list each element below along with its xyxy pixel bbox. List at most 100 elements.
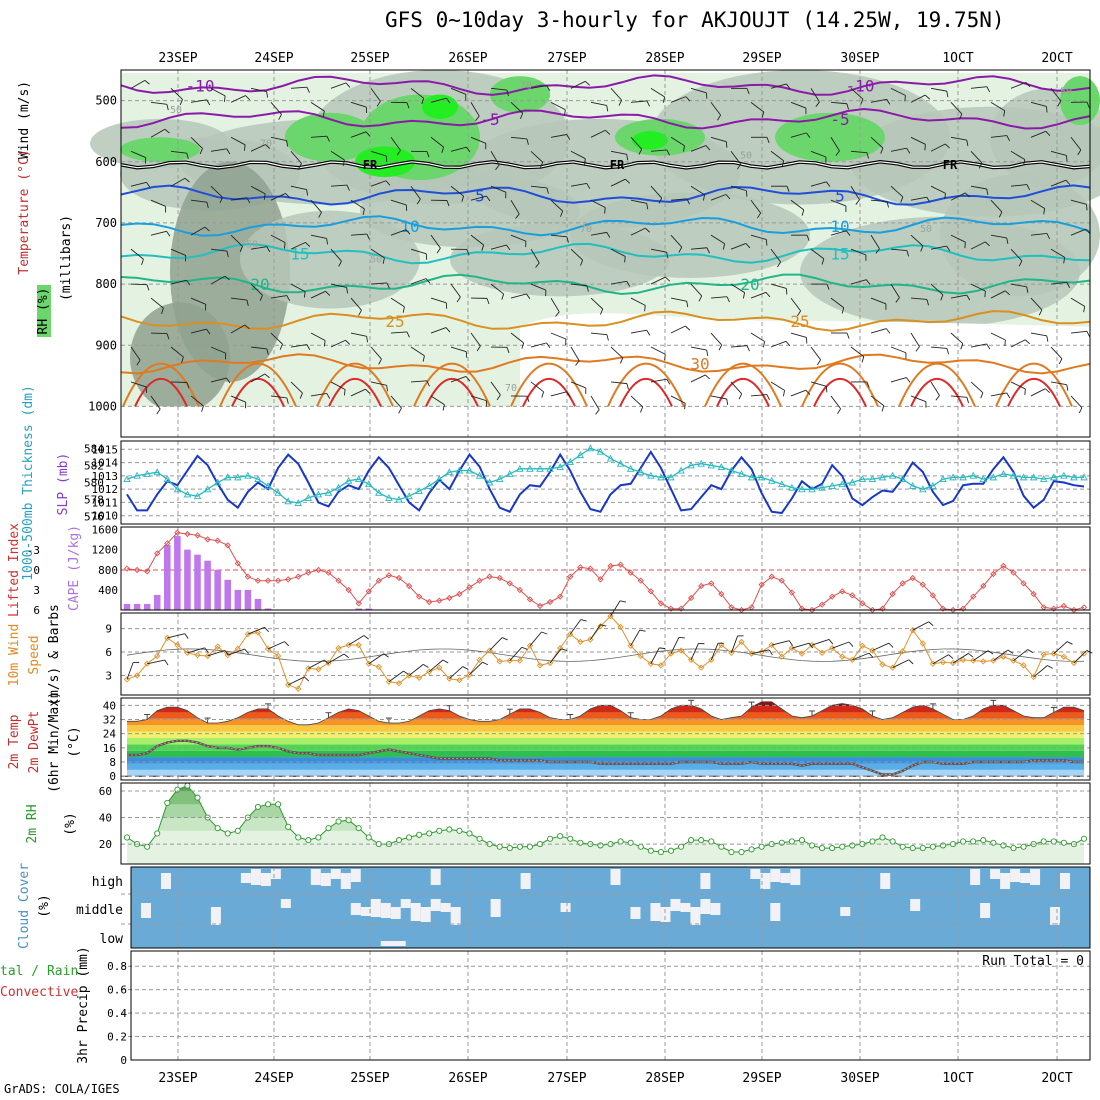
rh2m-point [567, 835, 574, 842]
wind-barb-feather [546, 187, 549, 194]
surface-wind-barb [167, 633, 185, 639]
surface-wind-barb [832, 641, 850, 649]
rh2m-point [214, 825, 221, 832]
wind-barb-feather [1003, 110, 1006, 117]
temp-color-band [127, 769, 1084, 777]
wind-speed-point [587, 636, 594, 643]
wind-barb-feather [835, 150, 840, 156]
wind-barb [870, 297, 887, 305]
rh2m-point [718, 843, 725, 850]
wind-barb-feather [915, 346, 920, 352]
rh2m-point [788, 838, 795, 845]
wind-barb-feather [888, 642, 894, 648]
isotherm-label: -5 [830, 110, 849, 129]
wind-barb-feather [326, 135, 330, 142]
isotherm-line [120, 184, 1091, 206]
isotherm-label: 5 [475, 186, 485, 205]
wind-barb-feather [345, 82, 351, 88]
wind-mean-line [126, 648, 1085, 662]
wind-barb [970, 343, 987, 348]
wind-barb [250, 346, 267, 350]
wind-barb-feather [246, 197, 251, 204]
wind-barb [830, 395, 841, 409]
wind-barb-feather [846, 230, 851, 236]
surface-wind-barb [1073, 650, 1088, 664]
thickness-point [405, 492, 413, 500]
wind-barb-feather [358, 309, 362, 316]
thickness-point [616, 459, 625, 467]
rh2m-point [980, 837, 987, 844]
rh2m-point [144, 843, 151, 850]
wind-barb [570, 80, 586, 89]
wind-speed-point [194, 652, 201, 659]
ylabel-cloud-cover: Cloud Cover [17, 863, 32, 949]
wind-barb [510, 332, 524, 344]
ylabel-millibars: (millibars) [59, 215, 74, 301]
cloud-high-cell [790, 869, 801, 885]
y-tick-label: 0.4 [107, 1007, 127, 1020]
wind-barb [450, 87, 467, 95]
cloud-high-cell [310, 869, 321, 885]
surface-wind-barb [207, 649, 225, 657]
surface-wind-barb [428, 659, 444, 672]
wind-barb [910, 136, 926, 145]
rh2m-point [960, 838, 967, 845]
lifted-index-point [567, 573, 574, 580]
wind-barb-feather [948, 654, 954, 659]
cloud-high-cell [340, 873, 351, 889]
wind-barb [470, 136, 487, 144]
wind-barb [210, 148, 227, 152]
rh-contour-label: 50 [1060, 86, 1072, 97]
wind-barb-feather [224, 275, 230, 281]
wind-barb [710, 136, 727, 143]
wind-barb-feather [944, 143, 951, 149]
ylabel-celsius: (°C) [67, 726, 82, 757]
isotherm-line [328, 377, 382, 407]
lifted-index-point [899, 580, 906, 587]
surface-wind-barb [469, 661, 483, 676]
thickness-point [969, 471, 977, 479]
wind-barb [850, 279, 867, 285]
wind-barb [230, 297, 247, 301]
x-bottom-label: 26SEP [448, 1071, 487, 1086]
cloud-middle-cell [140, 903, 151, 918]
wind-barb-feather [726, 398, 729, 405]
wind-barb [950, 395, 967, 398]
rh2m-point [879, 834, 886, 841]
wind-barb-feather [1007, 649, 1014, 654]
wind-barb-feather [325, 290, 331, 296]
surface-wind-barb [730, 635, 739, 653]
y-tick-label: 0.2 [107, 1031, 127, 1044]
rh-contour-label: 70 [505, 383, 517, 394]
wind-barb [690, 374, 706, 383]
rh2m-point [305, 837, 312, 844]
wind-barb-feather [461, 195, 465, 202]
lifted-index-point [698, 582, 705, 590]
rh2m-point [1020, 843, 1027, 850]
cloud-layer-label: middle [76, 903, 123, 918]
wind-barb [530, 342, 547, 348]
thickness-point [647, 471, 655, 479]
cape-bar [153, 594, 161, 610]
wind-barb-feather [1004, 339, 1006, 347]
wind-barb-feather [1027, 649, 1034, 654]
rh2m-point [184, 782, 191, 789]
wind-barb-feather [801, 209, 805, 216]
wind-barb [830, 137, 840, 152]
cloud-middle-cell [390, 907, 401, 919]
cloud-middle-cell [440, 903, 451, 912]
rh2m-point [365, 834, 372, 841]
lifted-index-point [446, 594, 453, 602]
cloud-high-cell [430, 869, 441, 885]
ylabel-rh: RH (%) [36, 288, 51, 335]
temp-color-band [127, 712, 1084, 719]
wind-barb [930, 87, 947, 92]
wind-barb [1050, 88, 1062, 102]
lifted-index-point [788, 589, 795, 596]
wind-barb-feather [640, 406, 644, 413]
wind-barb-feather [304, 676, 310, 682]
wind-barb-feather [506, 89, 509, 96]
wind-barb-feather [465, 376, 471, 382]
thickness-point [516, 464, 524, 472]
wind-barb-feather [786, 186, 790, 192]
